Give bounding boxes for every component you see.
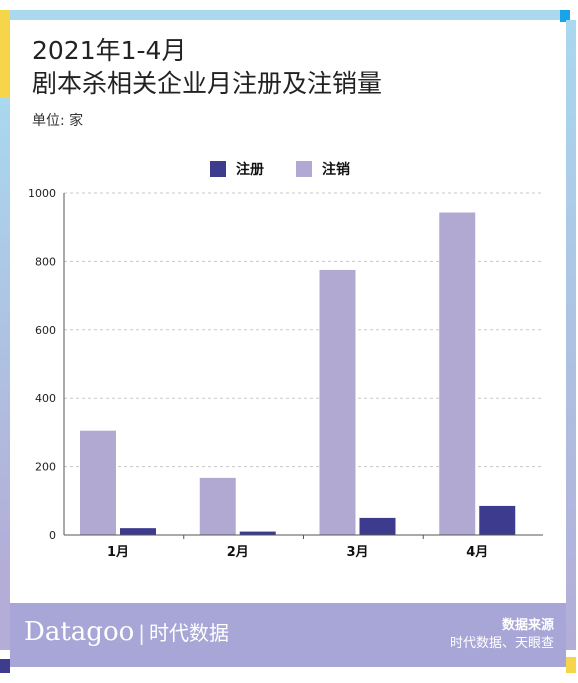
x-tick-label: 3月 (346, 545, 368, 560)
data-source-heading: 数据来源 (501, 618, 554, 633)
legend-label-registered: 注册 (236, 162, 264, 178)
legend-swatch-registered (210, 161, 226, 177)
footer: Datagoo | 时代数据 数据来源 时代数据、天眼查 (0, 603, 576, 673)
y-tick-label: 400 (35, 392, 56, 405)
bar-cancelled (439, 212, 476, 535)
legend-label-cancelled: 注销 (322, 162, 350, 178)
top-frame (0, 0, 578, 22)
bar-chart: 0 200 400 600 800 1000 1月 2月 3月 4月 (28, 187, 543, 560)
chart-title: 2021年1-4月 剧本杀相关企业月注册及注销量 (32, 34, 382, 100)
bar-registered (239, 531, 276, 535)
top-right-accent (560, 10, 570, 22)
legend-swatch-cancelled (296, 161, 312, 177)
x-tick-label: 1月 (107, 545, 129, 560)
y-tick-label: 0 (49, 529, 56, 542)
chart-title-line-1: 2021年1-4月 (32, 36, 187, 65)
chart-title-line-2: 剧本杀相关企业月注册及注销量 (32, 69, 383, 98)
brand-logo: Datagoo | 时代数据 (24, 617, 229, 647)
right-frame-rail (566, 20, 576, 650)
unit-label: 单位: 家 (32, 113, 84, 129)
footer-right-accent (566, 657, 576, 673)
y-tick-label: 1000 (28, 187, 56, 200)
y-tick-label: 800 (35, 255, 56, 268)
x-tick-label: 4月 (466, 545, 488, 560)
bar-registered (120, 528, 156, 535)
legend-item-cancelled: 注销 (296, 159, 350, 179)
y-tick-label: 200 (35, 461, 56, 474)
legend: 注册 注销 (210, 158, 382, 180)
bar-cancelled (199, 477, 236, 535)
bar-registered (479, 505, 516, 535)
y-tick-label: 600 (35, 324, 56, 337)
data-source-value: 时代数据、天眼查 (449, 636, 554, 651)
left-frame-rail (0, 10, 10, 650)
footer-left-accent (0, 659, 10, 673)
brand-name-cn: 时代数据 (149, 621, 229, 645)
top-frame-bar (10, 10, 566, 20)
brand-name: Datagoo (24, 617, 135, 647)
legend-item-registered: 注册 (210, 159, 264, 179)
x-tick-label: 2月 (227, 545, 249, 560)
brand-separator: | (138, 621, 145, 645)
bar-registered (359, 517, 396, 535)
bar-cancelled (319, 269, 356, 535)
bar-cancelled (80, 430, 116, 535)
data-source: 数据来源 时代数据、天眼查 (450, 617, 554, 653)
